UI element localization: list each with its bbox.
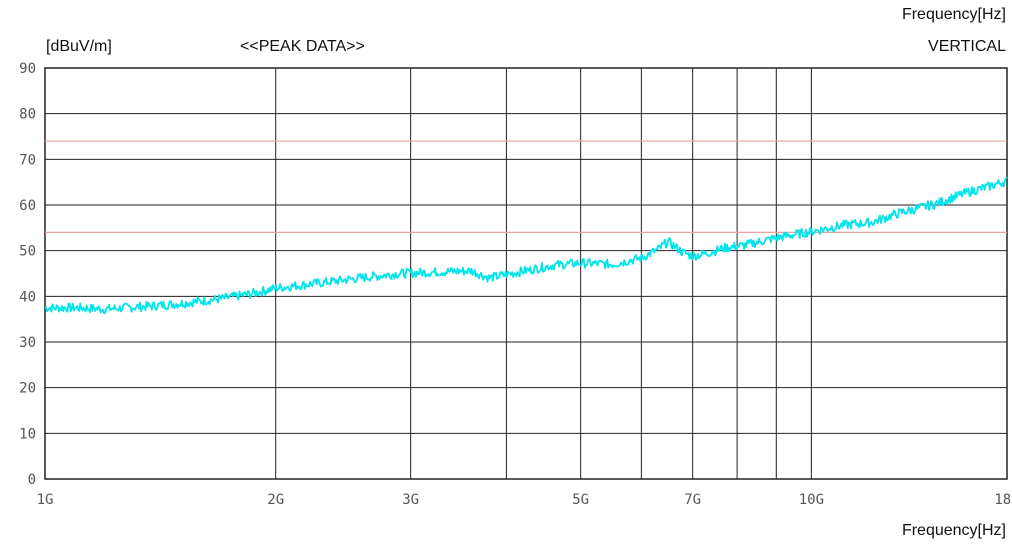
chart-title: <<PEAK DATA>> [240, 38, 365, 55]
x-tick-label: 10G [799, 492, 824, 508]
series-line-vertical [44, 176, 1008, 315]
legend-vertical: VERTICAL [928, 38, 1006, 55]
x-axis-unit-bottom: Frequency[Hz] [901, 522, 1006, 539]
y-tick-label: 20 [19, 381, 36, 397]
y-tick-label: 70 [19, 152, 36, 168]
plot-frame [44, 67, 1008, 480]
y-tick-label: 30 [19, 335, 36, 351]
x-tick-label: 3G [402, 492, 419, 508]
y-tick-label: 40 [19, 289, 36, 305]
y-tick-label: 10 [19, 426, 36, 442]
y-tick-label: 50 [19, 244, 36, 260]
y-tick-label: 0 [28, 472, 36, 488]
y-tick-label: 80 [19, 107, 36, 123]
x-tick-label: 7G [684, 492, 701, 508]
y-tick-label: 60 [19, 198, 36, 214]
x-tick-label: 5G [572, 492, 589, 508]
y-axis-unit: [dBuV/m] [46, 38, 112, 55]
x-tick-label: 18G [994, 492, 1012, 508]
x-tick-label: 2G [267, 492, 284, 508]
y-tick-label: 90 [19, 61, 36, 77]
x-axis-unit-top: Frequency[Hz] [901, 6, 1006, 23]
x-tick-label: 1G [37, 492, 54, 508]
